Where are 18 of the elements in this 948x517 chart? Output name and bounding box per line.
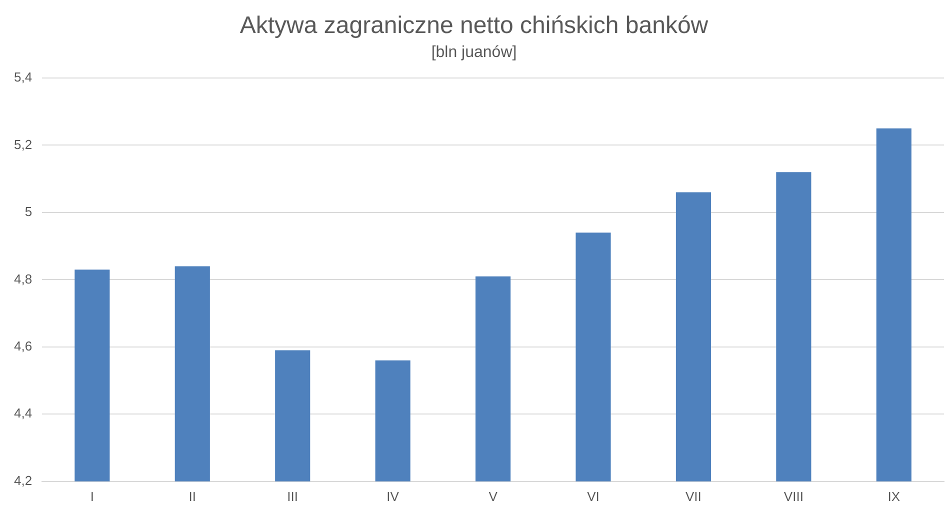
y-tick-label: 4,8: [14, 271, 32, 286]
x-tick-label: I: [90, 488, 94, 504]
y-tick-label: 5,2: [14, 136, 32, 152]
y-tick-label: 4,2: [14, 472, 32, 488]
x-tick-label: VII: [686, 488, 702, 504]
x-tick-label: IX: [888, 488, 900, 504]
x-tick-label: V: [488, 488, 498, 504]
y-tick-label: 4,4: [14, 406, 32, 421]
y-tick-label: 5: [24, 204, 32, 220]
x-tick-label: II: [188, 488, 196, 504]
chart-title: Aktywa zagraniczne netto chińskich banków: [240, 12, 709, 40]
x-tick-label: VIII: [784, 488, 804, 504]
x-tick-label: III: [287, 488, 298, 504]
x-tick-label: IV: [386, 488, 400, 504]
y-tick-label: 5,4: [14, 70, 32, 85]
chart-subtitle: [bln juanów]: [431, 44, 517, 61]
y-tick-label: 4,6: [14, 338, 32, 354]
x-tick-label: VI: [587, 488, 600, 504]
